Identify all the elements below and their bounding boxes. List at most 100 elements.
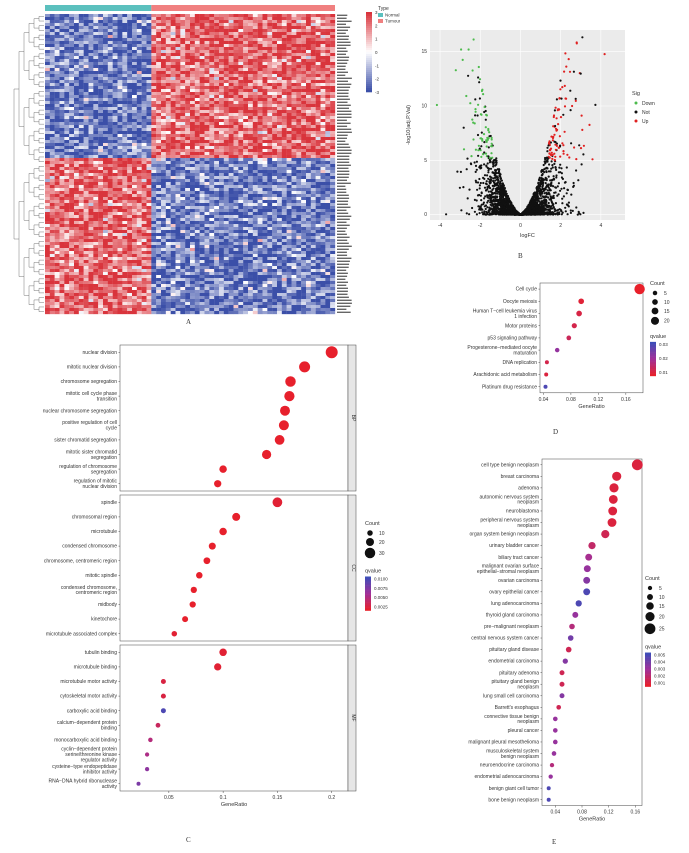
heatmap-cell xyxy=(161,77,166,81)
heatmap-cell xyxy=(252,245,258,249)
heatmap-cell xyxy=(194,110,200,114)
heatmap-cell xyxy=(98,191,104,195)
heatmap-cell xyxy=(107,77,113,81)
heatmap-cell xyxy=(107,149,113,153)
heatmap-cell xyxy=(252,83,258,87)
heatmap-cell xyxy=(74,35,79,39)
heatmap-cell xyxy=(286,158,292,162)
heatmap-cell xyxy=(59,257,65,261)
heatmap-cell xyxy=(107,179,113,183)
heatmap-cell xyxy=(291,200,297,204)
heatmap-cell xyxy=(228,149,234,153)
heatmap-cell xyxy=(127,92,133,96)
heatmap-cell xyxy=(291,224,297,228)
heatmap-cell xyxy=(228,203,234,207)
heatmap-cell xyxy=(262,83,268,87)
heatmap-cell xyxy=(54,260,60,264)
heatmap-cell xyxy=(315,47,321,51)
heatmap-cell xyxy=(199,26,205,30)
heatmap-cell xyxy=(74,167,79,171)
heatmap-cell xyxy=(136,200,142,204)
heatmap-cell xyxy=(248,86,253,90)
heatmap-cell xyxy=(151,227,157,231)
heatmap-cell xyxy=(122,155,128,159)
heatmap-cell xyxy=(64,221,70,225)
heatmap-cell xyxy=(156,215,162,219)
heatmap-cell xyxy=(165,260,171,264)
heatmap-cell xyxy=(69,23,75,27)
heatmap-cell xyxy=(277,197,282,201)
heatmap-cell xyxy=(88,125,94,129)
heatmap-cell xyxy=(117,257,123,261)
heatmap-cell xyxy=(204,71,210,75)
heatmap-cell xyxy=(214,125,220,129)
heatmap-cell xyxy=(83,77,89,81)
heatmap-cell xyxy=(272,110,278,114)
heatmap-cell xyxy=(93,134,99,138)
heatmap-cell xyxy=(83,17,89,21)
heatmap-cell xyxy=(170,122,176,126)
heatmap-cell xyxy=(132,128,137,132)
heatmap-cell xyxy=(112,104,118,108)
heatmap-cell xyxy=(320,176,326,180)
heatmap-cell xyxy=(180,86,186,90)
heatmap-cell xyxy=(141,185,147,189)
heatmap-cell xyxy=(291,158,297,162)
heatmap-cell xyxy=(59,221,65,225)
heatmap-cell xyxy=(122,143,128,147)
heatmap-cell xyxy=(252,62,258,66)
heatmap-cell xyxy=(74,245,79,249)
heatmap-cell xyxy=(267,233,273,237)
heatmap-cell xyxy=(93,263,99,267)
heatmap-cell xyxy=(103,20,108,24)
heatmap-cell xyxy=(103,77,108,81)
heatmap-cell xyxy=(161,62,166,66)
heatmap-cell xyxy=(107,197,113,201)
heatmap-cell xyxy=(209,53,215,57)
heatmap-cell xyxy=(93,236,99,240)
heatmap-cell xyxy=(277,242,282,246)
heatmap-cell xyxy=(228,206,234,210)
heatmap-cell xyxy=(219,242,224,246)
heatmap-cell xyxy=(54,107,60,111)
heatmap-cell xyxy=(257,74,263,78)
heatmap-cell xyxy=(286,254,292,258)
heatmap-cell xyxy=(315,257,321,261)
heatmap-cell xyxy=(199,119,205,123)
heatmap-cell xyxy=(315,173,321,177)
heatmap-cell xyxy=(112,26,118,30)
heatmap-cell xyxy=(64,233,70,237)
heatmap-cell xyxy=(190,32,195,36)
heatmap-cell xyxy=(286,23,292,27)
heatmap-cell xyxy=(248,230,253,234)
heatmap-cell xyxy=(103,257,108,261)
heatmap-cell xyxy=(161,215,166,219)
heatmap-cell xyxy=(98,41,104,45)
heatmap-cell xyxy=(194,17,200,21)
heatmap-cell xyxy=(78,68,84,72)
heatmap-cell xyxy=(112,185,118,189)
heatmap-cell xyxy=(228,251,234,255)
heatmap-cell xyxy=(248,251,253,255)
heatmap-cell xyxy=(194,254,200,258)
heatmap-cell xyxy=(248,200,253,204)
heatmap-cell xyxy=(141,173,147,177)
heatmap-cell xyxy=(252,170,258,174)
heatmap-cell xyxy=(320,149,326,153)
heatmap-cell xyxy=(180,257,186,261)
heatmap-cell xyxy=(122,200,128,204)
heatmap-cell xyxy=(296,83,302,87)
heatmap-cell xyxy=(146,164,152,168)
heatmap-cell xyxy=(93,50,99,54)
heatmap-cell xyxy=(262,215,268,219)
heatmap-cell xyxy=(243,257,249,261)
heatmap-cell xyxy=(132,107,137,111)
heatmap-cell xyxy=(267,206,273,210)
heatmap-cell xyxy=(296,29,302,33)
heatmap-cell xyxy=(281,209,287,213)
heatmap-cell xyxy=(146,260,152,264)
heatmap-cell xyxy=(291,260,297,264)
heatmap-cell xyxy=(93,56,99,60)
heatmap-cell xyxy=(223,251,229,255)
heatmap-cell xyxy=(112,77,118,81)
